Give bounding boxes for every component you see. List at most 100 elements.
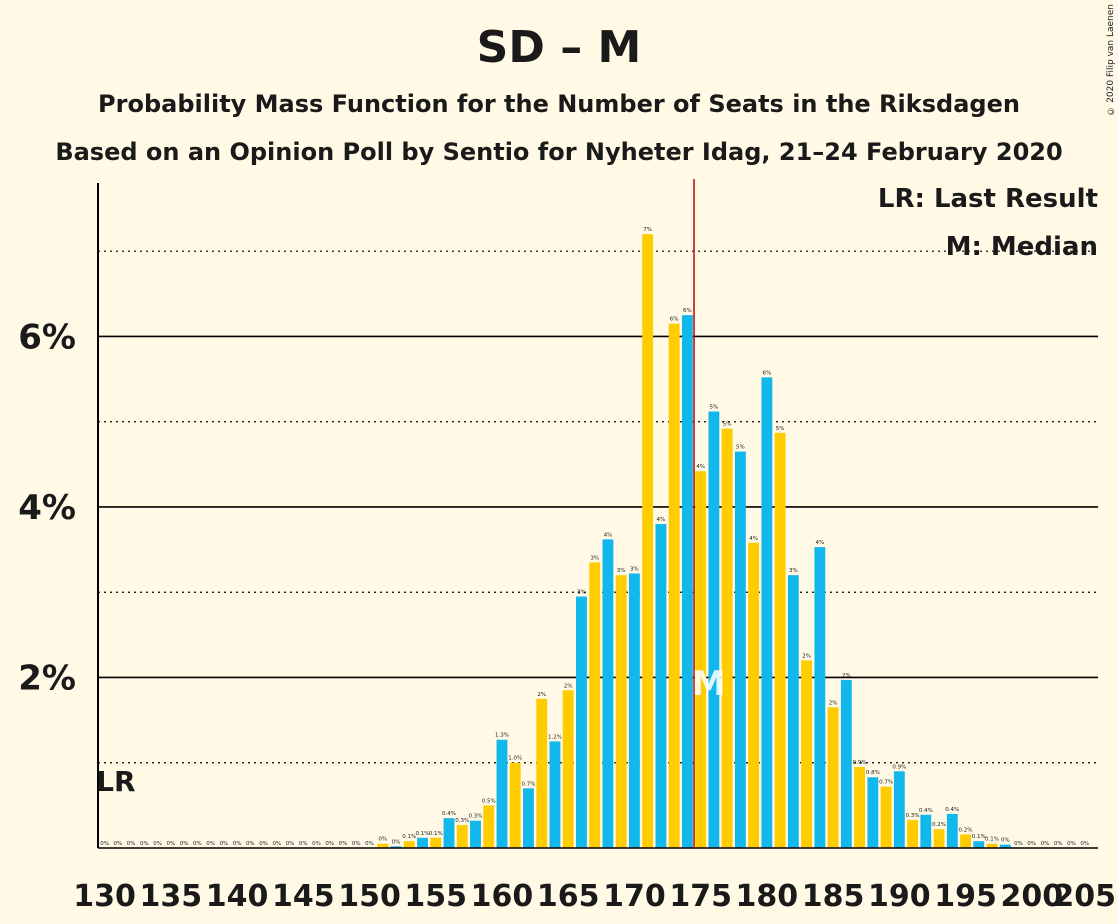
x-tick-label: 155 [404, 879, 467, 914]
chart-caption: Based on an Opinion Poll by Sentio for N… [55, 138, 1063, 166]
y-tick-label: 2% [18, 658, 76, 698]
bar-label: 0.1% [429, 831, 443, 837]
bar-label: 0% [180, 841, 189, 847]
x-tick-label: 185 [802, 879, 865, 914]
bar-label: 0.1% [972, 834, 986, 840]
x-tick-label: 140 [206, 879, 269, 914]
bar-label: 0% [392, 839, 401, 845]
bar [801, 660, 813, 848]
bar-label: 0% [325, 841, 334, 847]
bar-label: 5% [736, 445, 745, 451]
legend-last-result: LR: Last Result [877, 184, 1098, 214]
bar [523, 788, 534, 848]
bar-label: 3% [577, 589, 586, 595]
bar-label: 0.1% [416, 831, 430, 837]
bar-label: 3% [617, 568, 626, 574]
bar-label: 0.2% [959, 827, 973, 833]
x-tick-label: 205 [1053, 879, 1116, 914]
bar [377, 843, 389, 848]
bar [933, 829, 945, 848]
bar [549, 741, 561, 848]
bar [893, 771, 905, 848]
bar [708, 411, 720, 848]
y-tick-label: 6% [18, 317, 76, 357]
bar-label: 5% [723, 422, 732, 428]
bar [496, 739, 508, 848]
bar-label: 0.5% [482, 798, 496, 804]
bar-label: 2% [564, 683, 573, 689]
median-marker: M [692, 664, 726, 704]
bar-label: 0% [259, 841, 268, 847]
bar-label: 0% [286, 841, 295, 847]
bar [390, 846, 402, 848]
bar [642, 234, 654, 849]
bar-label: 0% [378, 837, 387, 843]
bar [986, 843, 998, 848]
markers-group: M LR [96, 179, 726, 848]
bar [999, 844, 1011, 848]
bar-label: 0% [1067, 841, 1076, 847]
last-result-marker: LR [96, 765, 135, 798]
bar-label: 5% [776, 426, 785, 432]
x-tick-label: 170 [603, 879, 666, 914]
bar-label: 3% [630, 566, 639, 572]
bar-label: 0.4% [442, 811, 456, 817]
bar-label: 4% [604, 532, 613, 538]
bar-label: 2% [802, 653, 811, 659]
bar [748, 542, 760, 848]
bar [681, 315, 693, 848]
bar-label: 0% [365, 841, 374, 847]
bar [417, 837, 428, 848]
bar [576, 596, 587, 848]
bar-label: 0% [312, 841, 321, 847]
bar [655, 524, 667, 848]
bar-label: 0.9% [892, 764, 906, 770]
bar [509, 762, 521, 848]
bar-label: 0% [100, 841, 109, 847]
bar-label: 0% [246, 841, 255, 847]
bar-label: 4% [657, 517, 666, 523]
bar [774, 432, 786, 848]
bar-label: 0% [219, 841, 228, 847]
bar [827, 707, 839, 848]
bar [562, 690, 574, 848]
x-tick-label: 160 [471, 879, 534, 914]
legend-median: M: Median [945, 232, 1098, 262]
bar-label: 0% [206, 841, 215, 847]
bar [761, 377, 773, 848]
x-tick-label: 135 [140, 879, 203, 914]
bar [880, 786, 892, 848]
bar [734, 451, 746, 848]
bar [403, 841, 415, 848]
bar-label: 1.0% [508, 756, 522, 762]
x-tick-label: 190 [868, 879, 931, 914]
bar-label: 0% [114, 841, 123, 847]
bar-label: 1.3% [495, 733, 509, 739]
x-tick-label: 175 [669, 879, 732, 914]
bar-label: 0.4% [919, 808, 933, 814]
bar-label: 0% [352, 841, 361, 847]
bar-label: 4% [815, 540, 824, 546]
bar-label: 2% [842, 673, 851, 679]
x-tick-label: 195 [934, 879, 997, 914]
bar-label: 0% [1001, 838, 1010, 844]
bar-label: 0.1% [985, 837, 999, 843]
bar-label: 0% [233, 841, 242, 847]
bar-label: 0% [272, 841, 281, 847]
bar-label: 0.3% [906, 813, 920, 819]
bar-label: 0% [153, 841, 162, 847]
bar-labels-group: 0% 0% 0% 0% 0% 0% 0% 0% 0% 0% 0% 0% 0% 0% 0% 0% 0% 0% 0% 0%… [100, 227, 1089, 847]
bar-label: 6% [763, 370, 772, 376]
bar [840, 680, 852, 848]
x-tick-label: 145 [272, 879, 335, 914]
bar [483, 805, 495, 848]
bar [443, 818, 455, 848]
bar [854, 767, 866, 848]
bar-label: 0% [166, 841, 175, 847]
bar-label: 0% [1014, 841, 1023, 847]
bar-label: 0% [1080, 841, 1089, 847]
bar [536, 698, 548, 848]
axes-group [97, 183, 1098, 849]
bar-label: 0.2% [932, 822, 946, 828]
